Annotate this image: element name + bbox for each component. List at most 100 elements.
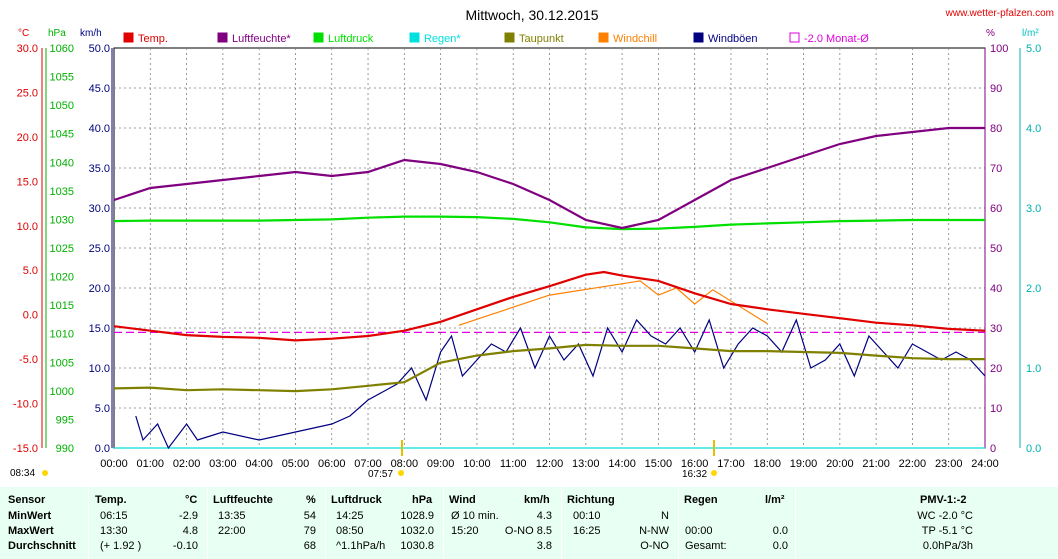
y-tick-label-temp_c: -15.0 [13, 443, 38, 455]
table-cell-dir-time: 16:25 [573, 525, 601, 537]
table-cell-temp-time: 06:15 [100, 510, 128, 522]
table-cell-press-val: 1028.9 [400, 510, 434, 522]
x-tick-label: 11:00 [500, 458, 527, 470]
header-wind: Wind [449, 494, 476, 506]
y-tick-label-pressure_hpa: 1045 [50, 129, 74, 141]
y-tick-label-humidity_pct: 20 [990, 363, 1002, 375]
humidity-unit: % [986, 28, 995, 39]
y-tick-label-rain_lm2: 3.0 [1026, 203, 1041, 215]
wind-unit: km/h [80, 28, 102, 39]
y-tick-label-humidity_pct: 40 [990, 283, 1002, 295]
y-tick-label-wind_kmh: 0.0 [95, 443, 110, 455]
legend-label: Temp. [138, 33, 168, 45]
y-tick-label-humidity_pct: 80 [990, 123, 1002, 135]
x-tick-label: 15:00 [645, 458, 673, 470]
sunrise-line-label: 07:57 [368, 469, 393, 480]
table-cell-rain-val: 0.0 [772, 525, 788, 537]
y-tick-label-pressure_hpa: 1035 [50, 186, 74, 198]
table-cell-rain-time: 00:00 [685, 525, 713, 537]
header-humidity: Luftfeuchte [213, 494, 273, 506]
table-cell-dir-val: N [661, 510, 669, 522]
header-temp-unit: °C [185, 494, 198, 506]
table-cell-temp-val: 4.8 [182, 525, 198, 537]
y-tick-label-humidity_pct: 100 [990, 43, 1008, 55]
table-cell-extra: TP -5.1 °C [921, 525, 973, 537]
y-tick-label-rain_lm2: 5.0 [1026, 43, 1041, 55]
x-tick-label: 08:00 [391, 458, 419, 470]
y-tick-label-pressure_hpa: 1000 [50, 386, 74, 398]
y-tick-label-wind_kmh: 45.0 [89, 83, 110, 95]
table-cell-press-val: 1032.0 [400, 525, 434, 537]
y-tick-label-pressure_hpa: 990 [56, 443, 74, 455]
y-tick-label-pressure_hpa: 1055 [50, 72, 74, 84]
sunset-line-label: 16:32 [682, 469, 707, 480]
table-cell-extra: WC -2.0 °C [917, 510, 973, 522]
legend-label: Windchill [613, 33, 657, 45]
y-tick-label-wind_kmh: 35.0 [89, 163, 110, 175]
header-humidity-unit: % [306, 494, 316, 506]
y-tick-label-wind_kmh: 10.0 [89, 363, 110, 375]
y-tick-label-rain_lm2: 2.0 [1026, 283, 1041, 295]
legend-label: Luftfeuchte* [232, 33, 291, 45]
x-tick-label: 12:00 [536, 458, 564, 470]
table-cell-rain-val: 0.0 [772, 540, 788, 552]
legend-label: Regen* [424, 33, 461, 45]
table-cell-wind-val: O-NO 8.5 [504, 525, 552, 537]
x-tick-label: 17:00 [717, 458, 745, 470]
y-tick-label-rain_lm2: 1.0 [1026, 363, 1041, 375]
y-tick-label-pressure_hpa: 995 [56, 414, 74, 426]
legend-swatch [409, 32, 420, 43]
legend-swatch [789, 32, 800, 43]
table-cell-label: MaxWert [8, 525, 54, 537]
header-pressure: Luftdruck [331, 494, 382, 506]
y-tick-label-pressure_hpa: 1050 [50, 100, 74, 112]
x-tick-label: 10:00 [463, 458, 491, 470]
x-tick-label: 13:00 [572, 458, 600, 470]
header-rain-unit: l/m² [765, 494, 785, 506]
table-cell-temp-time: (+ 1.92 ) [100, 540, 142, 552]
y-tick-label-temp_c: 30.0 [17, 43, 38, 55]
y-tick-label-temp_c: -5.0 [19, 354, 38, 366]
y-tick-label-pressure_hpa: 1025 [50, 243, 74, 255]
sun-marker-icon [398, 470, 404, 476]
sunrise-icon [42, 470, 48, 476]
y-tick-label-pressure_hpa: 1015 [50, 300, 74, 312]
x-tick-label: 00:00 [100, 458, 128, 470]
table-cell-rain-time: Gesamt: [685, 540, 727, 552]
pressure-unit: hPa [48, 28, 66, 39]
legend-swatch [598, 32, 609, 43]
rain-unit: l/m² [1022, 28, 1039, 39]
table-cell-wind-val: 4.3 [536, 510, 552, 522]
y-tick-label-humidity_pct: 30 [990, 323, 1002, 335]
x-tick-label: 20:00 [826, 458, 854, 470]
table-cell-wind-time: 15:20 [451, 525, 479, 537]
y-tick-label-wind_kmh: 30.0 [89, 203, 110, 215]
x-tick-label: 03:00 [209, 458, 237, 470]
weather-chart: Mittwoch, 30.12.2015 www.wetter-pfalzen.… [10, 7, 1054, 480]
y-tick-label-wind_kmh: 50.0 [89, 43, 110, 55]
x-tick-label: 04:00 [245, 458, 273, 470]
table-cell-press-time: 08:50 [336, 525, 364, 537]
legend-label: Taupunkt [519, 33, 564, 45]
table-cell-label: MinWert [8, 510, 52, 522]
y-tick-label-temp_c: 15.0 [17, 176, 38, 188]
x-tick-label: 05:00 [282, 458, 310, 470]
table-cell-wind-val: 3.8 [536, 540, 552, 552]
x-tick-label: 16:00 [681, 458, 709, 470]
x-tick-label: 21:00 [862, 458, 890, 470]
legend-label: -2.0 Monat-Ø [804, 33, 869, 45]
table-cell-temp-time: 13:30 [100, 525, 128, 537]
legend-swatch [123, 32, 134, 43]
table-cell-hum-time: 13:35 [218, 510, 246, 522]
table-cell-extra: 0.0hPa/3h [922, 540, 973, 552]
y-tick-label-temp_c: 10.0 [17, 221, 38, 233]
site-link[interactable]: www.wetter-pfalzen.com [945, 8, 1054, 19]
series-line-luftdruck [113, 215, 985, 231]
legend-swatch [313, 32, 324, 43]
y-tick-label-wind_kmh: 15.0 [89, 323, 110, 335]
x-tick-label: 14:00 [608, 458, 636, 470]
series-line-temp- [113, 270, 986, 342]
table-cell-dir-val: O-NO [640, 540, 669, 552]
y-tick-label-wind_kmh: 5.0 [95, 403, 110, 415]
table-cell-hum-val: 68 [303, 540, 316, 552]
